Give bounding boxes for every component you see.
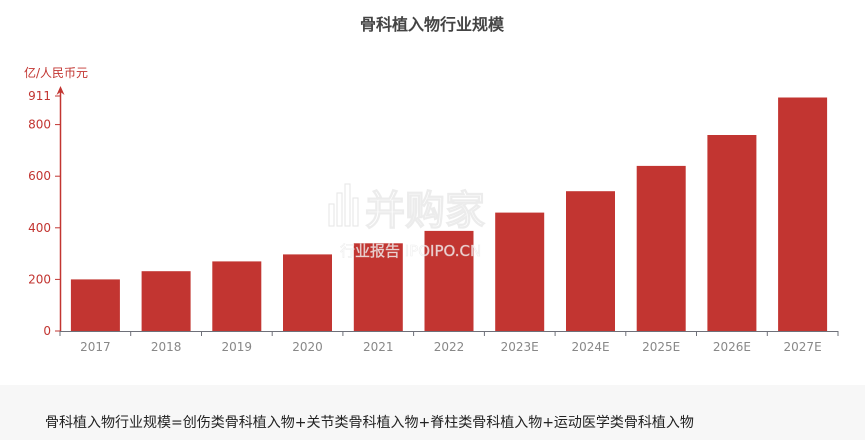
y-tick-label: 200 [28,272,51,286]
watermark-sub-text: 行业报告 IPOIPO.CN [340,242,481,260]
x-tick-label: 2025E [642,340,680,354]
axes-layer: 2017 2018 2019 2020 2021 2022 2023E 2024E 2025E 2… [28,86,839,354]
bar-2020 [283,254,332,331]
x-tick-label: 2024E [571,340,609,354]
bar-2027E [778,97,828,331]
x-tick-label: 2018 [151,340,182,354]
footnote-text: 骨科植入物行业规模=创伤类骨科植入物+关节类骨科植入物+脊柱类骨科植入物+运动医… [45,415,694,431]
x-tick-label: 2017 [80,340,111,354]
y-tick-label: 600 [28,169,51,183]
y-axis-arrow-icon [56,86,65,95]
y-tick-label: 911 [28,89,51,103]
bar-2019 [212,261,262,331]
x-tick-label: 2022 [434,340,465,354]
bar-2022 [424,230,474,331]
watermark: 并购家 行业报告 IPOIPO.CN [328,183,486,260]
bar-2026E [707,135,757,331]
bar-2025E [636,165,686,331]
y-tick-label: 800 [28,118,51,132]
chart-area: 骨科植入物行业规模 亿/人民币元 2017 2018 2019 2020 2021 202… [24,15,839,354]
y-tick-label: 400 [28,221,51,235]
bar-2023E [495,212,545,331]
x-tick-label: 2019 [222,340,253,354]
bar-2018 [141,271,191,331]
x-tick-label: 2023E [501,340,539,354]
watermark-main-text: 并购家 [365,188,485,234]
bar-2021 [353,243,403,331]
bars-layer [70,97,828,331]
y-axis-unit-label: 亿/人民币元 [24,65,88,80]
x-tick-label: 2027E [784,340,822,354]
bar-chart: 骨科植入物行业规模 亿/人民币元 2017 2018 2019 2020 2021 202… [24,15,839,354]
chart-title: 骨科植入物行业规模 [360,15,505,34]
x-tick-label: 2020 [292,340,323,354]
footnote-panel: 骨科植入物行业规模=创伤类骨科植入物+关节类骨科植入物+脊柱类骨科植入物+运动医… [0,385,865,440]
bar-2024E [566,191,615,331]
x-tick-label: 2021 [363,340,394,354]
y-tick-label: 0 [43,324,51,338]
watermark-logo-icon [328,183,359,227]
bar-2017 [70,279,120,331]
x-tick-label: 2026E [713,340,751,354]
